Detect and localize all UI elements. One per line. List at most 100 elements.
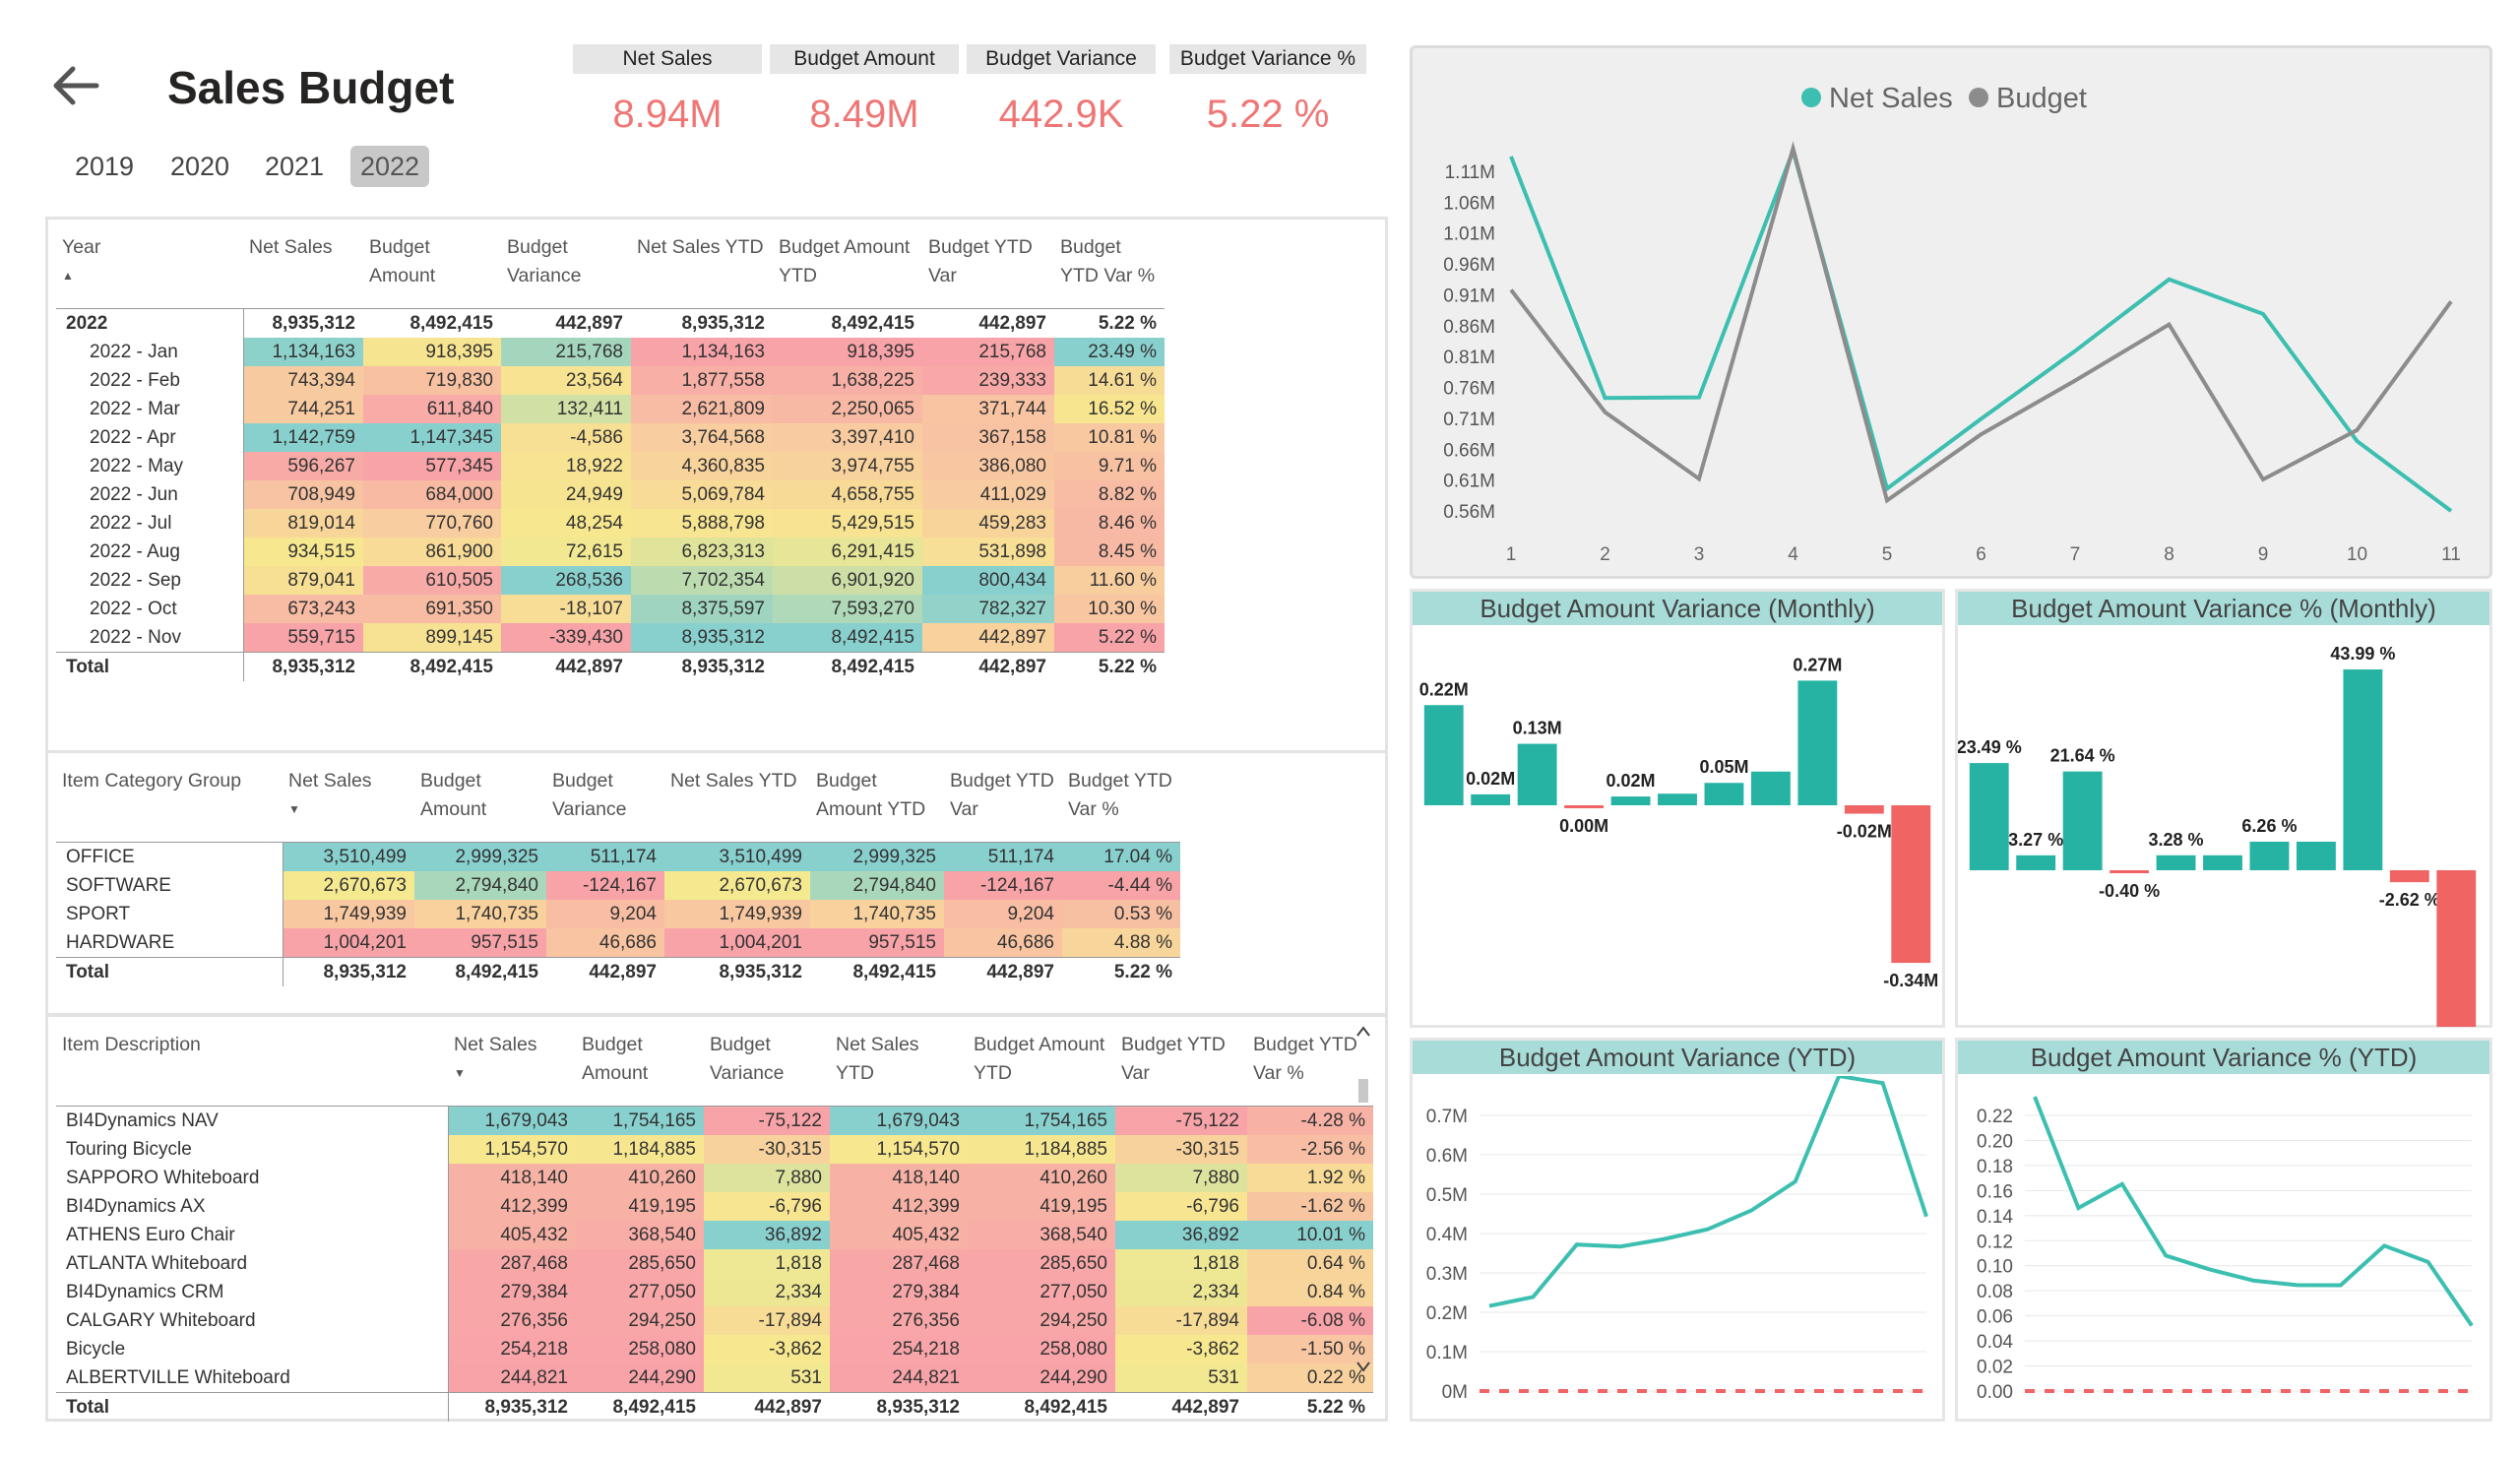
bar[interactable]	[1564, 805, 1605, 808]
table-row[interactable]: 2022 - Jun 708,949 684,000 24,949 5,069,784 4…	[56, 480, 1165, 509]
year-button-2021[interactable]: 2021	[265, 152, 325, 181]
item-matrix[interactable]: Item Description Net Sales ▼ Budget Amount B…	[56, 1027, 1373, 1422]
table-row[interactable]: SAPPORO Whiteboard 418,140 410,260 7,880 418…	[56, 1164, 1373, 1192]
item-matrix-scrollbar[interactable]	[1354, 1022, 1372, 1376]
variance-pct-monthly-chart[interactable]: 23.49 % 3.27 % 21.64 % -0.40 % 3.28 % 6.26 % 4…	[1958, 627, 2489, 1027]
sort-arrow-icon[interactable]: ▼	[288, 802, 300, 816]
bar[interactable]	[1891, 805, 1931, 964]
bar[interactable]	[2249, 841, 2290, 870]
scroll-thumb[interactable]	[1358, 1079, 1368, 1103]
bar[interactable]	[1797, 680, 1838, 805]
bar[interactable]	[1704, 783, 1744, 805]
column-header[interactable]: Budget Variance	[501, 229, 631, 309]
table-row[interactable]: BI4Dynamics AX 412,399 419,195 -6,796 412,39…	[56, 1192, 1373, 1221]
table-row[interactable]: 2022 - Sep 879,041 610,505 268,536 7,702,354…	[56, 566, 1165, 595]
variance-ytd-chart[interactable]: 0M 0.1M 0.2M 0.3M 0.4M 0.5M 0.6M 0.7M	[1413, 1076, 1942, 1421]
column-header[interactable]: Net Sales YTD	[664, 763, 810, 843]
series-line[interactable]	[1488, 1076, 1928, 1308]
table-row[interactable]: OFFICE 3,510,499 2,999,325 511,174 3,510,499…	[56, 842, 1180, 871]
series-line[interactable]	[2033, 1096, 2474, 1327]
table-row[interactable]: BI4Dynamics CRM 279,384 277,050 2,334 279,38…	[56, 1278, 1373, 1306]
table-row[interactable]: ATLANTA Whiteboard 287,468 285,650 1,818 287…	[56, 1249, 1373, 1278]
bar[interactable]	[2156, 855, 2196, 870]
column-header[interactable]: Budget Variance	[546, 763, 664, 843]
year-button-2020[interactable]: 2020	[170, 152, 230, 181]
column-header[interactable]: Net Sales ▼	[448, 1027, 576, 1107]
table-row[interactable]: HARDWARE 1,004,201 957,515 46,686 1,004,201 9…	[56, 928, 1180, 958]
table-row[interactable]: 2022 - Nov 559,715 899,145 -339,430 8,935,31…	[56, 623, 1165, 653]
column-header[interactable]: Item Category Group	[56, 763, 283, 843]
year-button-2022[interactable]: 2022	[350, 146, 430, 187]
column-header[interactable]: Net Sales YTD	[631, 229, 773, 309]
column-header[interactable]: Net Sales ▼	[283, 763, 414, 843]
bar[interactable]	[1658, 793, 1697, 805]
column-header[interactable]: Budget YTD Var	[1115, 1027, 1247, 1107]
column-header[interactable]: Budget YTD Var %	[1062, 763, 1180, 843]
table-row[interactable]: ATHENS Euro Chair 405,432 368,540 36,892 405…	[56, 1221, 1373, 1249]
bar[interactable]	[2436, 870, 2477, 1027]
table-row[interactable]: 2022 - May 596,267 577,345 18,922 4,360,835 3…	[56, 452, 1165, 480]
year-button-2019[interactable]: 2019	[75, 152, 135, 181]
table-row[interactable]: ALBERTVILLE Whiteboard 244,821 244,290 531 2…	[56, 1363, 1373, 1393]
sort-arrow-icon[interactable]: ▼	[454, 1066, 466, 1080]
column-header[interactable]: Budget Amount YTD	[810, 763, 944, 843]
bar[interactable]	[2343, 669, 2383, 870]
net-sales-vs-budget-chart[interactable]: Net Sales Budget 0.56M 0.61M 0.66M 0.71M 0.76M…	[1413, 48, 2489, 576]
bar[interactable]	[2203, 855, 2242, 870]
table-row[interactable]: SPORT 1,749,939 1,740,735 9,204 1,749,939 1,7…	[56, 900, 1180, 928]
chart-legend[interactable]: Net Sales Budget	[1801, 83, 2087, 114]
column-header[interactable]: Budget YTD Var	[944, 763, 1062, 843]
column-header[interactable]: Budget Amount	[363, 229, 501, 309]
year-row[interactable]: 2022 8,935,312 8,492,415 442,897 8,935,312 8,…	[56, 308, 1165, 338]
scroll-down-icon[interactable]	[1356, 1362, 1370, 1372]
variance-pct-ytd-chart[interactable]: 0.00 0.02 0.04 0.06 0.08 0.10 0.12 0.14 0.16 0.18…	[1958, 1076, 2489, 1421]
series-line-budget[interactable]	[1509, 141, 2453, 504]
table-row[interactable]: CALGARY Whiteboard 276,356 294,250 -17,894 2…	[56, 1306, 1373, 1335]
bar[interactable]	[1750, 771, 1791, 805]
back-arrow-icon[interactable]	[49, 61, 102, 110]
column-header[interactable]: Budget Variance	[704, 1027, 830, 1107]
bar[interactable]	[2062, 771, 2103, 870]
table-row[interactable]: 2022 - Mar 744,251 611,840 132,411 2,621,809…	[56, 395, 1165, 423]
column-header[interactable]: Item Description	[56, 1027, 448, 1107]
bar[interactable]	[1969, 763, 2009, 870]
bar[interactable]	[2110, 870, 2150, 873]
table-row[interactable]: 2022 - Aug 934,515 861,900 72,615 6,823,313 6…	[56, 538, 1165, 566]
column-header[interactable]: Budget Amount	[414, 763, 546, 843]
column-header[interactable]: Budget YTD Var	[922, 229, 1054, 309]
column-header[interactable]: Budget Amount YTD	[968, 1027, 1115, 1107]
bar[interactable]	[1610, 796, 1651, 805]
bar[interactable]	[2016, 855, 2056, 870]
column-header[interactable]: Budget Amount	[576, 1027, 704, 1107]
table-row[interactable]: 2022 - Feb 743,394 719,830 23,564 1,877,558 1…	[56, 366, 1165, 395]
bar[interactable]	[1517, 743, 1557, 805]
column-header[interactable]: Budget YTD Var %	[1247, 1027, 1373, 1107]
bar[interactable]	[1423, 705, 1464, 805]
variance-monthly-chart[interactable]: 0.22M 0.02M 0.13M 0.00M 0.02M 0.05M 0.27M -0.02…	[1413, 627, 1942, 1027]
bar[interactable]	[1844, 805, 1884, 814]
column-header[interactable]: Net Sales YTD	[830, 1027, 968, 1107]
table-row[interactable]: 2022 - Oct 673,243 691,350 -18,107 8,375,597…	[56, 595, 1165, 623]
sort-arrow-icon[interactable]: ▲	[62, 269, 74, 283]
table-row[interactable]: 2022 - Jan 1,134,163 918,395 215,768 1,134,1…	[56, 338, 1165, 366]
category-matrix[interactable]: Item Category Group Net Sales ▼ Budget Amou…	[56, 763, 1180, 986]
bar[interactable]	[2296, 841, 2336, 870]
table-row[interactable]: 2022 - Apr 1,142,759 1,147,345 -4,586 3,764,…	[56, 423, 1165, 452]
table-row[interactable]: 2022 - Jul 819,014 770,760 48,254 5,888,798 5…	[56, 509, 1165, 538]
table-row[interactable]: Touring Bicycle 1,154,570 1,184,885 -30,315…	[56, 1135, 1373, 1164]
table-row[interactable]: SOFTWARE 2,670,673 2,794,840 -124,167 2,670,…	[56, 871, 1180, 900]
column-header[interactable]: Budget YTD Var %	[1054, 229, 1165, 309]
scroll-up-icon[interactable]	[1356, 1026, 1370, 1037]
column-header[interactable]: Net Sales	[243, 229, 363, 309]
table-row[interactable]: Bicycle 254,218 258,080 -3,862 254,218 258,08…	[56, 1335, 1373, 1363]
table-row[interactable]: BI4Dynamics NAV 1,679,043 1,754,165 -75,122…	[56, 1106, 1373, 1135]
total-row[interactable]: Total 8,935,312 8,492,415 442,897 8,935,312 8…	[56, 1392, 1373, 1422]
column-header[interactable]: Budget Amount YTD	[773, 229, 922, 309]
column-header[interactable]: Year ▲	[56, 229, 243, 309]
series-line-net-sales[interactable]	[1509, 144, 2453, 513]
total-row[interactable]: Total 8,935,312 8,492,415 442,897 8,935,312 8…	[56, 957, 1180, 986]
bar[interactable]	[1471, 793, 1511, 805]
total-row[interactable]: Total 8,935,312 8,492,415 442,897 8,935,312 8…	[56, 652, 1165, 681]
bar[interactable]	[2389, 870, 2429, 883]
year-matrix[interactable]: Year ▲ Net Sales Budget Amount Budget Varian…	[56, 229, 1165, 681]
